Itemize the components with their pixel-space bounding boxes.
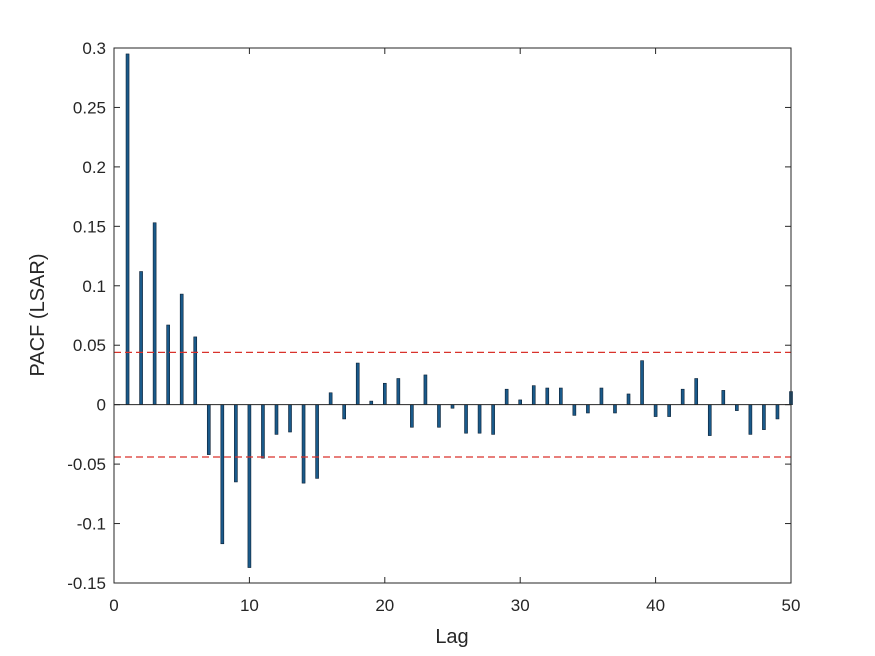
y-tick-label: -0.1 <box>77 515 106 534</box>
pacf-bar-lag-39 <box>640 360 644 405</box>
pacf-bar-lag-12 <box>274 404 279 435</box>
y-tick-label: 0 <box>97 396 106 415</box>
pacf-bar-lag-48 <box>762 404 766 430</box>
pacf-bar-lag-43 <box>694 378 699 405</box>
pacf-bar-lag-42 <box>680 388 685 405</box>
pacf-bar-lag-28 <box>491 404 495 435</box>
plot-area <box>114 48 791 583</box>
x-axis-title: Lag <box>435 626 468 648</box>
y-tick-label: 0.3 <box>82 39 106 58</box>
pacf-bar-lag-2 <box>139 271 143 405</box>
pacf-bar-lag-25 <box>450 404 455 409</box>
pacf-bar-lag-14 <box>301 404 306 484</box>
pacf-bar-lag-18 <box>355 362 360 405</box>
pacf-bar-lag-38 <box>626 393 631 405</box>
pacf-bar-lag-13 <box>288 404 292 433</box>
x-tick-label: 50 <box>782 596 801 615</box>
pacf-bar-lag-49 <box>775 404 780 420</box>
pacf-bar-lag-10 <box>247 404 252 568</box>
pacf-bar-lag-34 <box>572 404 577 416</box>
x-ticks-group: 0 10 20 30 40 50 <box>109 48 800 615</box>
pacf-bar-lag-19 <box>369 400 374 405</box>
pacf-bar-lag-30 <box>518 399 523 405</box>
pacf-bar-lag-7 <box>206 404 211 455</box>
pacf-bar-lag-21 <box>396 378 401 405</box>
pacf-bar-lag-22 <box>410 404 414 428</box>
pacf-bar-lag-8 <box>220 404 225 545</box>
y-tick-label: 0.1 <box>82 277 106 296</box>
x-tick-label: 30 <box>511 596 530 615</box>
pacf-bar-lag-29 <box>504 388 509 405</box>
pacf-bar-lag-47 <box>748 404 753 435</box>
pacf-bar-lag-31 <box>531 385 536 405</box>
pacf-bar-lag-24 <box>437 404 441 428</box>
pacf-bar-lag-15 <box>315 404 319 479</box>
x-tick-label: 40 <box>646 596 665 615</box>
x-tick-label: 20 <box>375 596 394 615</box>
y-tick-label: -0.15 <box>67 574 106 593</box>
pacf-bar-lag-6 <box>193 336 198 405</box>
pacf-bar-lag-46 <box>735 404 739 411</box>
pacf-bar-lag-3 <box>152 222 157 405</box>
pacf-bar-lag-40 <box>653 404 658 417</box>
plot-frame <box>113 47 792 584</box>
pacf-bar-lag-35 <box>586 404 590 414</box>
pacf-bar-lag-20 <box>382 382 387 405</box>
pacf-bar-lag-36 <box>599 387 604 405</box>
confidence-bounds-group <box>114 351 791 458</box>
pacf-bar-lag-33 <box>559 387 563 405</box>
pacf-bar-lag-5 <box>179 293 184 405</box>
y-tick-label: 0.05 <box>73 336 106 355</box>
pacf-bar-lag-32 <box>545 387 550 405</box>
pacf-bar-lag-23 <box>423 374 428 405</box>
y-ticks-group: -0.15 -0.1 -0.05 0 0.05 0.1 0.15 0.2 0.25 0.3 <box>67 39 791 593</box>
pacf-bar-lag-11 <box>261 404 265 459</box>
y-tick-label: 0.2 <box>82 158 106 177</box>
pacf-bar-lag-41 <box>667 404 671 417</box>
pacf-bar-lag-16 <box>328 392 333 405</box>
y-axis-title: PACF (LSAR) <box>27 254 49 377</box>
x-tick-label: 0 <box>109 596 118 615</box>
pacf-bar-lag-4 <box>166 324 170 405</box>
y-tick-label: 0.25 <box>73 98 106 117</box>
pacf-bar-lag-26 <box>464 404 468 434</box>
pacf-bar-lag-27 <box>477 404 482 434</box>
y-tick-label: -0.05 <box>67 455 106 474</box>
pacf-bar-lag-37 <box>613 404 617 414</box>
x-tick-label: 10 <box>240 596 259 615</box>
y-tick-label: 0.15 <box>73 217 106 236</box>
pacf-bar-lag-45 <box>721 390 726 405</box>
pacf-bar-lag-44 <box>707 404 712 436</box>
pacf-bar-lag-9 <box>234 404 238 483</box>
pacf-bar-lag-17 <box>342 404 346 420</box>
